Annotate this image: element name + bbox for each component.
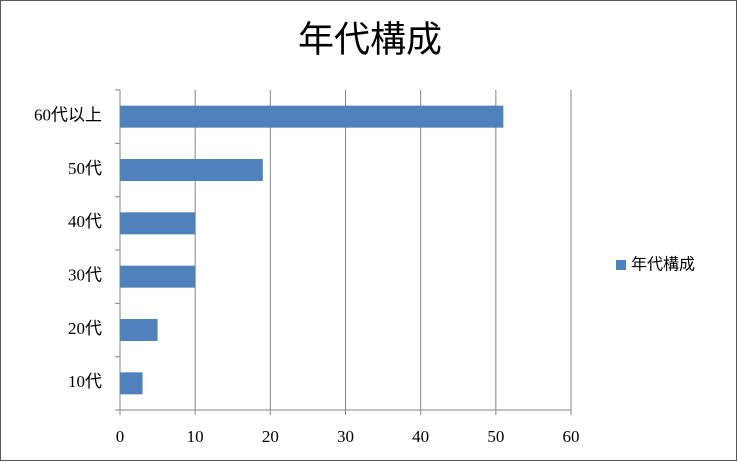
x-tick-label: 60 [563,427,580,446]
legend-label: 年代構成 [631,255,695,274]
y-tick-label: 20代 [68,319,102,338]
x-tick-label: 20 [262,427,279,446]
bar [120,265,196,288]
x-tick-label: 0 [116,427,125,446]
chart-title: 年代構成 [298,19,442,59]
bar [120,105,504,128]
bar [120,212,196,235]
y-tick-label: 50代 [68,159,102,178]
bar [120,372,143,395]
y-tick-label: 30代 [68,266,102,285]
legend-swatch [616,260,626,270]
bar [120,319,158,341]
y-tick-label: 40代 [68,212,102,231]
x-tick-label: 50 [487,427,504,446]
x-tick-label: 30 [337,427,354,446]
x-tick-label: 40 [412,427,429,446]
x-tick-label: 10 [187,427,204,446]
bar [120,159,263,181]
y-tick-label: 10代 [68,372,102,391]
y-tick-label: 60代以上 [34,106,102,125]
